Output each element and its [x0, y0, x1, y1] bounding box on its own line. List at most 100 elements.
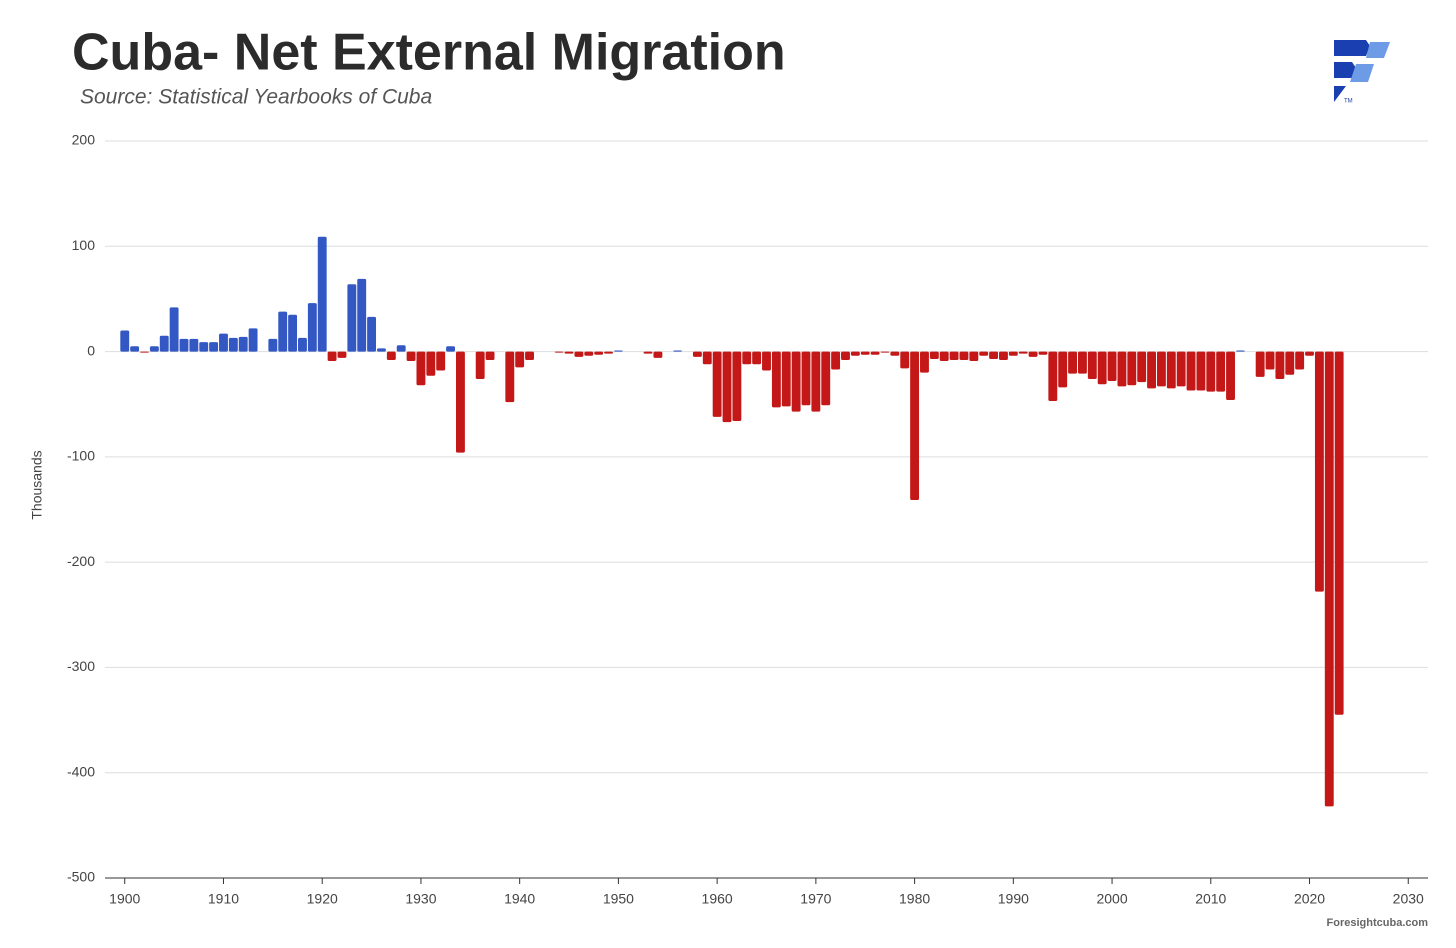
- bar: [140, 351, 149, 353]
- bar: [228, 337, 238, 352]
- bar: [880, 351, 890, 353]
- bar: [594, 351, 604, 355]
- bar: [1226, 351, 1235, 401]
- y-tick-label: 0: [87, 342, 95, 358]
- bar: [781, 351, 791, 407]
- x-tick-label: 1920: [307, 891, 338, 907]
- bar: [455, 351, 465, 453]
- bar: [613, 350, 623, 352]
- bar: [288, 314, 298, 352]
- x-tick-label: 1950: [603, 891, 634, 907]
- bar: [248, 328, 258, 352]
- bar: [722, 351, 732, 423]
- bar: [752, 351, 762, 365]
- bar: [989, 351, 999, 359]
- y-tick-label: 200: [72, 132, 96, 148]
- bar: [929, 351, 939, 359]
- bar: [604, 351, 613, 354]
- bar: [959, 351, 969, 360]
- bar: [505, 351, 515, 403]
- bar: [1028, 351, 1038, 357]
- bar: [189, 338, 199, 352]
- bar: [1018, 351, 1028, 354]
- bar: [850, 351, 860, 356]
- bar: [130, 346, 140, 352]
- x-tick-label: 1990: [998, 891, 1029, 907]
- bar: [979, 351, 989, 356]
- bar: [1117, 351, 1127, 387]
- bar: [1334, 351, 1344, 715]
- bar: [347, 284, 357, 352]
- bar: [1186, 351, 1196, 391]
- x-tick-label: 1910: [208, 891, 239, 907]
- bar: [426, 351, 436, 376]
- bar: [377, 348, 386, 352]
- logo-shape: [1366, 42, 1390, 58]
- bar: [1058, 351, 1068, 388]
- bar: [278, 311, 288, 352]
- bar: [673, 350, 683, 352]
- bar: [485, 351, 495, 360]
- bar: [584, 351, 594, 356]
- bar: [692, 351, 702, 357]
- bar: [653, 351, 663, 358]
- y-tick-label: -100: [67, 448, 95, 464]
- bar: [742, 351, 752, 365]
- bar: [910, 351, 920, 501]
- bar: [949, 351, 959, 360]
- bar: [801, 351, 811, 406]
- bar: [1038, 351, 1048, 355]
- bar: [1166, 351, 1176, 389]
- bar: [209, 342, 219, 352]
- bar: [1275, 351, 1285, 379]
- x-tick-label: 2020: [1294, 891, 1325, 907]
- bar: [1176, 351, 1186, 387]
- bar: [920, 351, 929, 373]
- bar: [406, 351, 416, 362]
- logo-shape: [1334, 86, 1346, 102]
- x-tick-label: 1930: [405, 891, 436, 907]
- bar: [1206, 351, 1216, 392]
- bar: [762, 351, 771, 371]
- bar: [386, 351, 396, 360]
- bar: [1235, 350, 1245, 352]
- x-tick-label: 1900: [109, 891, 140, 907]
- bar: [643, 351, 653, 354]
- bar: [890, 351, 900, 356]
- bar: [564, 351, 574, 354]
- bar: [396, 345, 406, 352]
- y-tick-label: -400: [67, 763, 95, 779]
- y-tick-label: -300: [67, 658, 95, 674]
- bar: [1255, 351, 1265, 377]
- bar: [446, 346, 456, 352]
- bar: [317, 236, 327, 352]
- bar: [702, 351, 712, 365]
- x-tick-label: 2000: [1096, 891, 1127, 907]
- bar: [238, 336, 248, 352]
- bar: [1127, 351, 1137, 386]
- bar: [1305, 351, 1314, 356]
- bar: [436, 351, 446, 371]
- bar: [574, 351, 584, 357]
- x-tick-label: 1980: [899, 891, 930, 907]
- bar: [870, 351, 880, 355]
- x-tick-label: 1960: [702, 891, 733, 907]
- bar: [1087, 351, 1097, 379]
- bar: [1008, 351, 1018, 356]
- bar: [1097, 351, 1107, 385]
- bar: [1285, 351, 1295, 375]
- bar: [169, 307, 179, 352]
- bar: [900, 351, 910, 369]
- bar: [1107, 351, 1117, 382]
- x-tick-label: 1970: [800, 891, 831, 907]
- bar: [1048, 351, 1058, 402]
- bar: [969, 351, 979, 362]
- bar: [298, 337, 307, 352]
- bar: [554, 351, 564, 353]
- bar: [1295, 351, 1305, 370]
- bar: [159, 335, 169, 352]
- y-tick-label: -500: [67, 869, 95, 885]
- bar: [327, 351, 337, 362]
- bar: [1324, 351, 1334, 807]
- bar: [1265, 351, 1275, 370]
